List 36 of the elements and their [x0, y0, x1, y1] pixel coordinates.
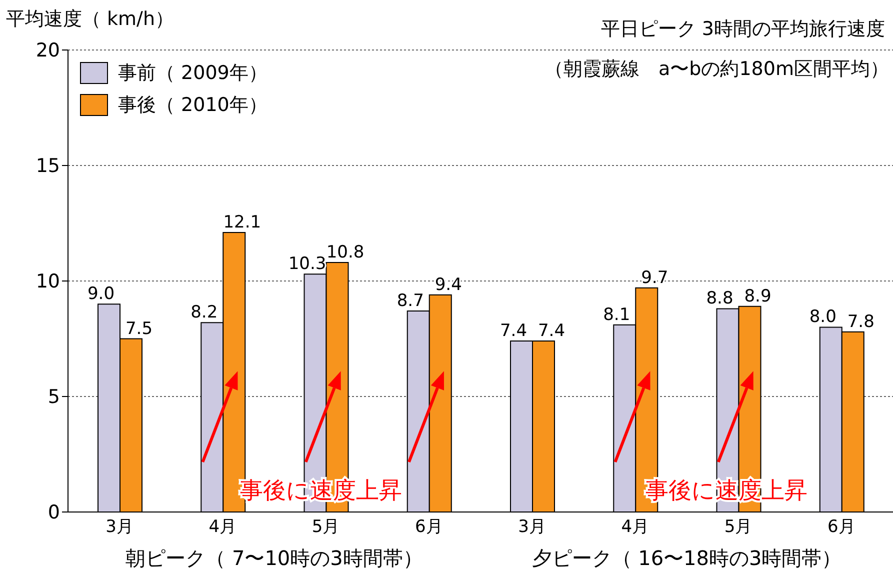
x-tick-label: 4月 — [621, 517, 650, 538]
x-tick-label: 4月 — [208, 517, 237, 538]
data-label: 8.8 — [706, 288, 734, 309]
legend-label: 事前（ 2009年） — [118, 61, 268, 86]
data-label: 8.2 — [190, 302, 218, 323]
data-label: 8.7 — [396, 291, 424, 312]
data-label: 8.1 — [603, 304, 630, 325]
x-tick-label: 5月 — [312, 517, 340, 538]
data-label: 9.7 — [641, 268, 668, 288]
y-tick-label: 0 — [48, 502, 60, 524]
x-tick-label: 6月 — [828, 517, 856, 538]
y-axis-title: 平均速度（ km/h） — [6, 7, 174, 32]
data-label: 8.0 — [809, 307, 836, 328]
data-label: 10.8 — [326, 242, 364, 263]
x-tick-label: 3月 — [106, 517, 134, 538]
data-label: 7.4 — [538, 321, 566, 342]
y-tick-label: 15 — [36, 155, 60, 178]
data-label: 9.0 — [87, 284, 115, 304]
text: 夕ピーク（ 16〜18時の3時間帯） — [532, 546, 842, 570]
data-label: 7.5 — [125, 318, 153, 339]
chart-title: 平日ピーク 3時間の平均旅行速度 — [600, 17, 885, 42]
legend-label: 事後（ 2010年） — [118, 93, 268, 118]
x-tick-label: 6月 — [415, 517, 443, 538]
data-label: 7.4 — [500, 321, 528, 342]
data-label: 7.8 — [847, 312, 874, 332]
data-label: 8.9 — [744, 286, 772, 306]
text: 朝ピーク（ 7〜10時の3時間帯） — [126, 546, 423, 570]
chart-subtitle: （朝霞蕨線 a〜bの約180m区間平均） — [544, 57, 889, 82]
data-label: 9.4 — [434, 274, 462, 295]
data-label: 10.3 — [288, 254, 326, 274]
y-tick-label: 5 — [48, 386, 60, 408]
y-tick-label: 20 — [36, 40, 60, 62]
y-tick-label: 10 — [36, 270, 60, 293]
x-tick-label: 3月 — [518, 517, 546, 538]
x-tick-label: 5月 — [724, 517, 752, 538]
data-label: 12.1 — [223, 212, 262, 232]
